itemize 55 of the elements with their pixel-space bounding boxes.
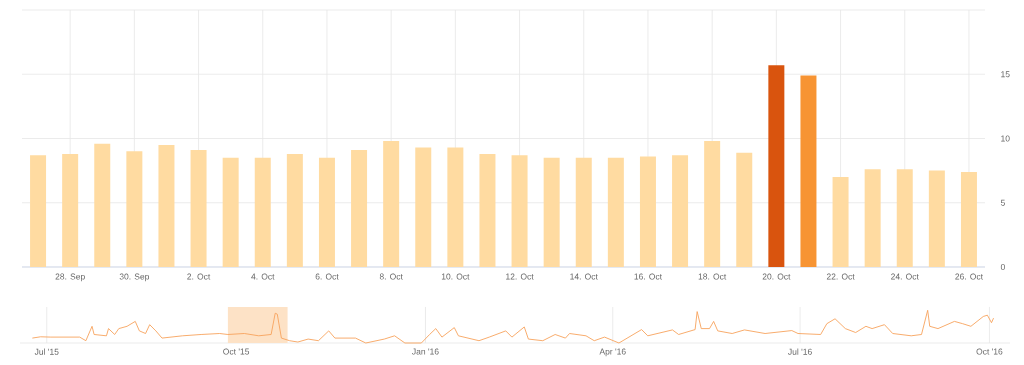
bar: [126, 151, 143, 267]
bar: [575, 157, 592, 267]
x-tick-label: 28. Sep: [55, 273, 85, 282]
bar: [607, 157, 624, 267]
x-tick-label: Oct '16: [976, 348, 1003, 355]
x-tick-label: 14. Oct: [570, 273, 598, 280]
bar: [704, 141, 721, 267]
bar: [768, 65, 785, 267]
x-tick-label: Oct '15: [223, 348, 250, 355]
bar: [672, 155, 689, 267]
bar: [318, 157, 335, 267]
x-tick-label: 8. Oct: [379, 273, 403, 280]
bar: [928, 170, 945, 267]
bar: [158, 144, 175, 267]
x-tick-label: 4. Oct: [251, 273, 275, 280]
x-tick-label: 26. Oct: [955, 273, 983, 280]
bar: [222, 157, 239, 267]
bar: [639, 156, 656, 267]
x-tick-label: 30. Sep: [119, 273, 150, 282]
x-tick-label: 18. Oct: [698, 273, 727, 280]
y-tick-label: 15: [1001, 71, 1010, 78]
bar: [254, 157, 271, 267]
x-tick-label: 12. Oct: [506, 273, 534, 280]
bar: [447, 147, 464, 267]
y-tick-label: 0: [1000, 264, 1005, 270]
x-tick-label: 6. Oct: [315, 273, 339, 280]
x-tick-label: 2. Oct: [187, 273, 211, 280]
y-tick-label: 10: [1001, 135, 1010, 142]
bar: [30, 155, 47, 267]
bar: [960, 171, 977, 267]
x-tick-label: 24. Oct: [891, 273, 919, 280]
bar: [415, 147, 432, 267]
bar: [511, 155, 528, 267]
x-tick-label: Jul '15: [34, 348, 59, 355]
x-tick-label: 10. Oct: [441, 273, 470, 280]
bar: [896, 169, 913, 267]
bar: [190, 150, 207, 267]
x-tick-label: 22. Oct: [826, 273, 855, 280]
bar: [800, 75, 817, 267]
bar: [286, 153, 303, 267]
bar: [543, 157, 560, 267]
bar: [864, 169, 881, 267]
x-tick-label: 20. Oct: [762, 273, 791, 280]
x-tick-label: Jul '16: [788, 348, 812, 355]
x-tick-label: 16. Oct: [634, 273, 662, 280]
bar: [62, 153, 79, 267]
bar: [832, 177, 849, 267]
x-tick-label: Jan '16: [412, 348, 439, 355]
bar: [94, 143, 111, 267]
bar: [736, 152, 753, 267]
bar: [383, 141, 400, 267]
bar: [351, 150, 368, 267]
y-tick-label: 5: [1000, 199, 1005, 206]
x-tick-label: Apr '16: [599, 348, 626, 357]
bar: [479, 153, 496, 267]
